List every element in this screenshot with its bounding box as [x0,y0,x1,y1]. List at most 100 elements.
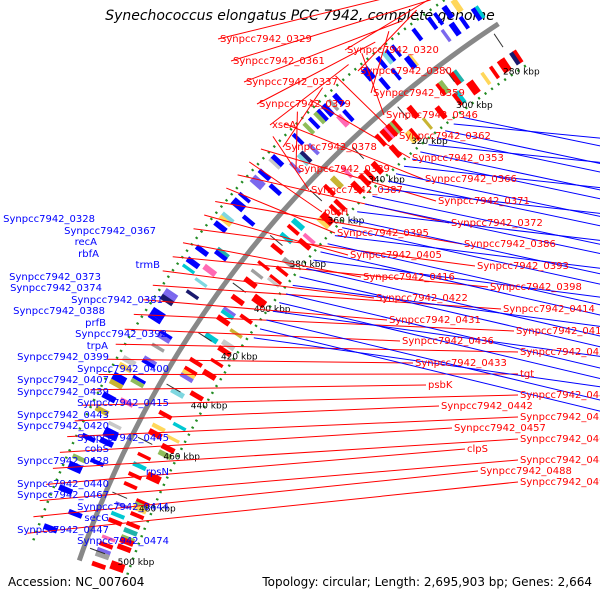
gene-label: recA [75,237,98,248]
gene-feature [109,563,125,574]
gene-feature [110,375,125,386]
gene-feature [411,27,424,42]
kbp-tick-line [397,106,409,120]
gene-feature [254,293,268,305]
label-leader [387,180,600,227]
gene-feature [220,339,236,352]
gene-label: trmB [136,260,161,271]
label-leader [282,87,324,148]
gene-feature [269,274,283,286]
gene-feature [251,295,266,309]
label-leader [256,41,376,105]
gene-feature [189,390,204,402]
gene-feature [137,451,152,461]
gene-feature [315,108,329,122]
gene-feature [188,356,203,368]
gene-label: Synpcc7942_0441 [520,390,600,401]
label-leader [59,427,453,453]
label-leader [193,228,476,267]
kbp-tick-line [269,235,283,247]
gene-feature [381,51,394,65]
gene-feature [403,55,418,70]
gene-feature [257,168,272,182]
gene-feature [370,160,385,175]
label-leader [46,448,466,485]
gene-label: Synpcc7942_0380 [360,66,452,77]
label-leader [285,293,600,369]
gene-feature [230,200,244,213]
gene-label: Synpcc7942_0374 [10,283,102,294]
label-leader [226,187,336,234]
gene-feature [94,405,110,417]
label-leaders [27,0,600,534]
gene-feature [216,314,231,327]
gene-label: Synpcc7942_0474 [77,536,169,547]
label-leader [334,235,600,269]
gene-label: Synpcc7942_0393 [477,261,569,272]
gene-feature [387,121,401,135]
gene-feature [332,92,346,107]
gene-feature [426,16,439,31]
label-leader [306,268,600,337]
gene-label: Synpcc7942_0386 [464,239,556,250]
gene-label: Synpcc7942_0387 [311,185,403,196]
gene-feature [127,471,143,481]
label-leader [411,158,600,200]
gene-label: Synpcc7942_0381 [71,295,163,306]
gene-feature [101,391,117,404]
label-leader [370,31,390,94]
gene-feature [440,28,452,43]
kbp-tick-line [197,332,212,342]
gene-feature [179,372,194,384]
gene-feature [454,90,467,105]
gene-feature [509,51,521,66]
gene-label: Synpcc7942_0439 [17,387,109,398]
label-leader [292,284,600,327]
gene-feature [185,256,201,270]
kbp-tick-label: 340 kbp [368,176,405,186]
gene-feature [145,475,160,485]
gene-feature [119,397,134,408]
gene-label: Synpcc7942_0420 [17,421,109,432]
label-leader [309,99,411,159]
kbp-tick-label: 500 kbp [118,558,155,568]
gene-label: cobS [85,444,109,455]
gene-label: secG [84,513,109,524]
gene-label: Synpcc7942_0428 [17,456,109,467]
label-leader [182,242,362,278]
gene-feature [119,536,135,547]
kbp-tick-label: 380 kbp [289,260,326,270]
ring-dot-guides [30,0,527,578]
gene-feature [268,183,282,197]
gene-label: Synpcc7942_0436 [402,336,494,347]
gene-feature [194,244,210,257]
gene-label: Synpcc7942_0337 [246,77,338,88]
kbp-tick-line [493,33,504,48]
gene-feature [350,180,365,195]
gene-label: Synpcc7942_0378 [285,142,377,153]
gene-feature [241,214,256,227]
gene-feature [158,329,173,341]
gene-feature [71,453,87,464]
map-title: Synechococcus elongatus PCC 7942, comple… [105,8,495,24]
gene-label: Synpcc7942_0379 [259,99,351,110]
label-leader [349,219,600,275]
gene-feature [291,132,305,146]
genome-backbone [76,21,500,562]
gene-feature [448,71,462,86]
kbp-tick-label: 280 kbp [503,68,540,78]
label-leader [253,337,600,388]
gene-feature [220,211,235,225]
gene-feature [374,133,388,147]
gene-feature [194,277,208,288]
gene-feature [441,4,455,20]
gene-feature [67,463,82,474]
gene-feature [451,69,465,84]
gene-feature [158,409,173,421]
gene-feature [480,71,492,86]
gene-label: Synpcc7942_0399 [17,352,109,363]
label-leader [162,270,375,299]
gene-feature [500,57,512,72]
kbp-tick-line [232,282,246,293]
